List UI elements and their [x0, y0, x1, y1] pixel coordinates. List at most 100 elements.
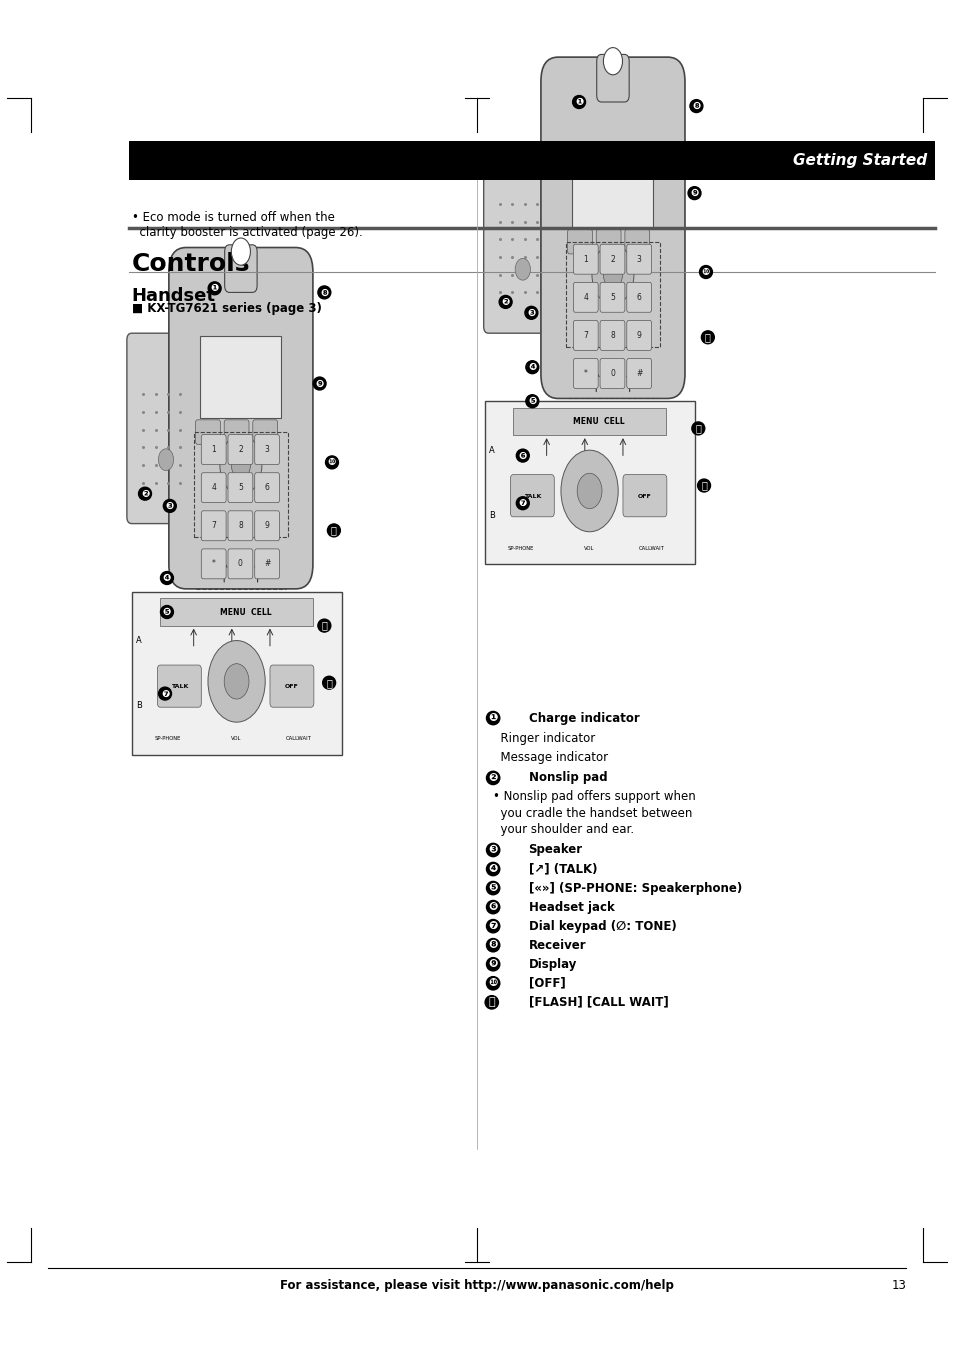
Text: Headset jack: Headset jack	[528, 900, 614, 914]
Text: ❾: ❾	[488, 959, 497, 970]
Text: ⓭: ⓭	[326, 677, 332, 688]
Text: ❻: ❻	[518, 450, 526, 461]
Text: 2: 2	[610, 254, 614, 264]
FancyBboxPatch shape	[228, 511, 253, 541]
Circle shape	[219, 435, 261, 495]
Text: ❼: ❼	[488, 921, 497, 932]
FancyBboxPatch shape	[200, 336, 281, 419]
FancyBboxPatch shape	[599, 359, 624, 389]
Text: ❺: ❺	[528, 396, 536, 407]
Text: MENU  CELL: MENU CELL	[573, 418, 624, 426]
FancyBboxPatch shape	[573, 245, 598, 275]
FancyBboxPatch shape	[626, 359, 651, 389]
FancyBboxPatch shape	[513, 408, 665, 435]
Text: ❽: ❽	[488, 940, 497, 951]
FancyBboxPatch shape	[253, 420, 277, 445]
FancyBboxPatch shape	[129, 141, 934, 180]
Text: TALK: TALK	[171, 684, 188, 690]
Text: • Eco mode is turned off when the
  clarity booster is activated (page 26).: • Eco mode is turned off when the clarit…	[132, 211, 362, 239]
Text: Display: Display	[528, 957, 577, 971]
Text: ❾: ❾	[315, 378, 323, 389]
FancyBboxPatch shape	[599, 245, 624, 275]
FancyBboxPatch shape	[567, 230, 592, 254]
FancyBboxPatch shape	[484, 401, 694, 564]
FancyBboxPatch shape	[622, 475, 666, 517]
Text: 2: 2	[238, 445, 242, 454]
Text: Nonslip pad: Nonslip pad	[528, 771, 606, 785]
FancyBboxPatch shape	[572, 146, 653, 227]
Text: 7: 7	[211, 521, 216, 530]
FancyBboxPatch shape	[127, 333, 205, 524]
FancyBboxPatch shape	[160, 598, 313, 626]
Text: CALLWAIT: CALLWAIT	[285, 736, 312, 741]
Text: ❿: ❿	[488, 978, 497, 989]
Text: ■ KX-TG7641 series (page 3): ■ KX-TG7641 series (page 3)	[484, 141, 674, 155]
FancyBboxPatch shape	[254, 549, 279, 579]
Text: *: *	[212, 559, 215, 568]
FancyBboxPatch shape	[270, 665, 314, 707]
Text: OFF: OFF	[638, 494, 651, 499]
Text: OFF: OFF	[285, 684, 298, 690]
Circle shape	[224, 664, 249, 699]
Text: ❸: ❸	[527, 307, 535, 318]
Text: B: B	[489, 511, 495, 520]
Text: 1: 1	[212, 445, 215, 454]
Text: Controls: Controls	[132, 252, 250, 276]
Text: • Nonslip pad offers support when: • Nonslip pad offers support when	[493, 790, 696, 804]
Text: ❽: ❽	[692, 101, 700, 112]
Text: B: B	[136, 702, 142, 710]
Text: 13: 13	[890, 1278, 905, 1292]
Text: 6: 6	[636, 292, 641, 302]
Text: SP-PHONE: SP-PHONE	[154, 736, 181, 741]
Text: A: A	[489, 446, 495, 454]
Text: ❺: ❺	[163, 607, 171, 617]
Text: ❺: ❺	[488, 883, 497, 894]
Text: ❸: ❸	[166, 500, 173, 511]
Circle shape	[577, 473, 601, 509]
Text: Ringer indicator: Ringer indicator	[493, 732, 595, 745]
FancyBboxPatch shape	[573, 321, 598, 351]
Text: ❼: ❼	[161, 688, 169, 699]
Text: ⓬: ⓬	[321, 620, 327, 631]
FancyBboxPatch shape	[573, 359, 598, 389]
Circle shape	[602, 48, 621, 75]
Text: #: #	[264, 559, 270, 568]
FancyBboxPatch shape	[626, 283, 651, 313]
FancyBboxPatch shape	[201, 435, 226, 465]
FancyBboxPatch shape	[483, 143, 561, 333]
Text: ❶: ❶	[575, 97, 582, 107]
Text: ❹: ❹	[528, 362, 536, 373]
Text: [↗] (TALK): [↗] (TALK)	[528, 862, 597, 876]
Text: #: #	[636, 369, 641, 378]
Text: 0: 0	[237, 559, 243, 568]
Text: you cradle the handset between: you cradle the handset between	[493, 806, 692, 820]
FancyBboxPatch shape	[254, 511, 279, 541]
Text: 9: 9	[636, 330, 641, 340]
Text: 1: 1	[583, 254, 587, 264]
FancyBboxPatch shape	[228, 549, 253, 579]
Text: ⓫: ⓫	[488, 997, 495, 1008]
FancyBboxPatch shape	[228, 473, 253, 503]
Text: ⓬: ⓬	[695, 423, 700, 434]
Text: ❽: ❽	[320, 287, 328, 298]
Text: 8: 8	[238, 521, 242, 530]
Text: 3: 3	[264, 445, 270, 454]
FancyBboxPatch shape	[201, 473, 226, 503]
Text: 5: 5	[237, 483, 243, 492]
Text: ❼: ❼	[518, 498, 526, 509]
Text: 5: 5	[609, 292, 615, 302]
FancyBboxPatch shape	[157, 665, 201, 707]
Text: 9: 9	[264, 521, 270, 530]
Text: ❶: ❶	[488, 713, 497, 724]
Circle shape	[158, 449, 173, 471]
Text: ❾: ❾	[690, 188, 698, 199]
Text: Message indicator: Message indicator	[493, 751, 608, 764]
Text: Charge indicator: Charge indicator	[528, 711, 639, 725]
Text: 3: 3	[636, 254, 641, 264]
Text: [«»] (SP-PHONE: Speakerphone): [«»] (SP-PHONE: Speakerphone)	[528, 881, 741, 895]
Text: your shoulder and ear.: your shoulder and ear.	[493, 823, 634, 836]
FancyBboxPatch shape	[624, 230, 649, 254]
FancyBboxPatch shape	[573, 283, 598, 313]
Text: Receiver: Receiver	[528, 938, 585, 952]
Text: 7: 7	[582, 330, 588, 340]
